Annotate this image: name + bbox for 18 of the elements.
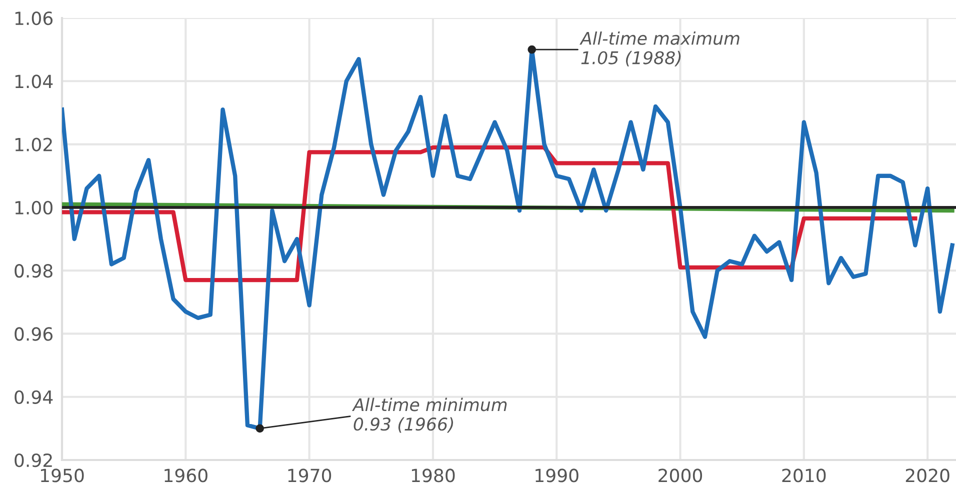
x-tick-label: 2000 bbox=[658, 468, 702, 482]
y-tick-label: 0.96 bbox=[14, 327, 53, 341]
x-tick-label: 1990 bbox=[536, 468, 578, 482]
y-tick-label: 1.00 bbox=[15, 200, 52, 215]
annotation: All-time maximum 1.05 (1988) bbox=[580, 31, 740, 66]
y-tick-label: 1.06 bbox=[15, 11, 53, 26]
x-tick-label: 2020 bbox=[906, 468, 950, 482]
x-tick-label: 1960 bbox=[164, 468, 208, 482]
x-tick-label: 1970 bbox=[288, 468, 332, 482]
x-tick-label: 1950 bbox=[41, 468, 84, 482]
y-tick-label: 1.02 bbox=[15, 138, 52, 152]
y-tick-label: 0.92 bbox=[14, 453, 52, 468]
x-tick-label: 1980 bbox=[412, 468, 455, 482]
y-tick-label: 0.94 bbox=[14, 390, 53, 404]
y-tick-label: 0.98 bbox=[14, 264, 52, 278]
annotation: All-time minimum 0.93 (1966) bbox=[352, 398, 507, 433]
y-tick-label: 1.04 bbox=[15, 74, 53, 88]
x-tick-label: 2010 bbox=[782, 468, 826, 482]
